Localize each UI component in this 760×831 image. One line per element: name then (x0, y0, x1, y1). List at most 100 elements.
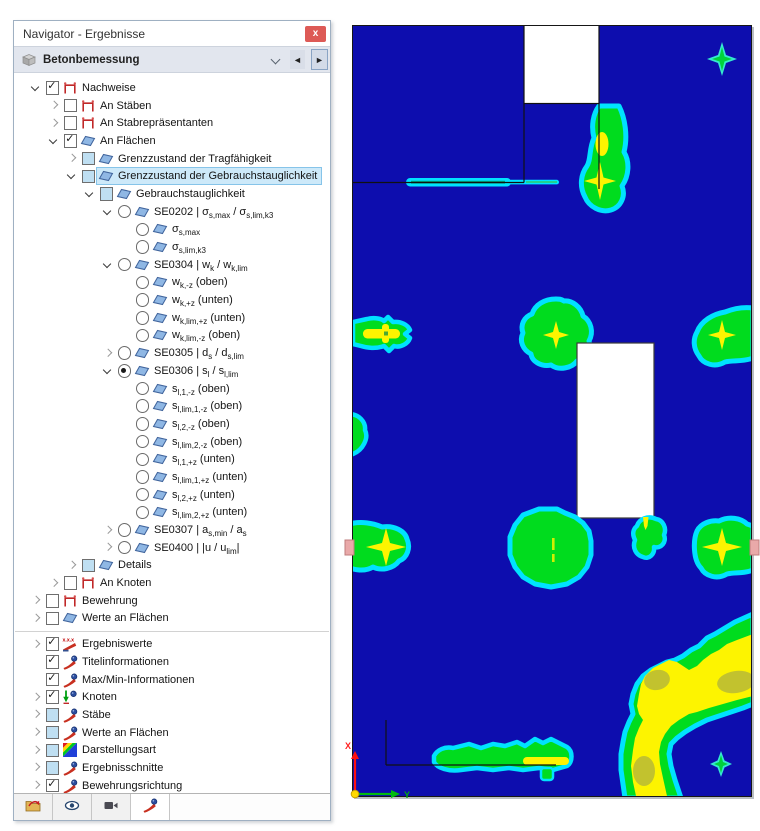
chevron-collapsed-icon[interactable] (28, 742, 44, 758)
tab-data-navigator[interactable] (14, 794, 53, 820)
chevron-expanded-icon[interactable] (28, 80, 44, 96)
chevron-collapsed-icon[interactable] (46, 98, 62, 114)
chevron-collapsed-icon[interactable] (28, 707, 44, 723)
tree-item-sl-lim-1-z-unten[interactable]: sl,lim,1,+z (unten) (14, 468, 330, 486)
panel-titlebar[interactable]: Navigator - Ergebnisse x (14, 21, 330, 46)
chevron-expanded-icon[interactable] (64, 168, 80, 184)
tree-item-se0304-wk-wk-lim[interactable]: SE0304 | wk / wk,lim (14, 256, 330, 274)
checkbox-checked[interactable] (44, 79, 61, 96)
chevron-collapsed-icon[interactable] (100, 540, 116, 556)
radio-unselected[interactable] (134, 398, 151, 414)
tree-item-se0305-ds-ds-lim[interactable]: SE0305 | ds / ds,lim (14, 344, 330, 362)
tree-item-knoten[interactable]: Knoten (14, 688, 330, 706)
tree-item-se0306-sl-sl-lim[interactable]: SE0306 | sl / sl,lim (14, 362, 330, 380)
tree-item-werte-an-flächen[interactable]: Werte an Flächen (14, 610, 330, 628)
tree-item-sl-2-z-oben[interactable]: sl,2,-z (oben) (14, 415, 330, 433)
chevron-down-icon[interactable] (268, 52, 284, 68)
tree-item-max-min-informationen[interactable]: Max/Min-Informationen (14, 671, 330, 689)
radio-unselected[interactable] (134, 381, 151, 397)
checkbox-partial[interactable] (98, 186, 115, 202)
tree-item-se0202-s-max-s-lim-k3[interactable]: SE0202 | σs,max / σs,lim,k3 (14, 203, 330, 221)
tab-views-navigator[interactable] (92, 794, 131, 820)
tree-item-s-lim-k3[interactable]: σs,lim,k3 (14, 238, 330, 256)
tree-item-sl-1-z-oben[interactable]: sl,1,-z (oben) (14, 380, 330, 398)
checkbox-unchecked[interactable] (62, 115, 79, 131)
tree-item-ergebniswerte[interactable]: x.x.x Ergebniswerte (14, 635, 330, 653)
chevron-collapsed-icon[interactable] (28, 760, 44, 776)
tree-item-titelinformationen[interactable]: Titelinformationen (14, 653, 330, 671)
checkbox-partial[interactable] (44, 707, 61, 723)
chevron-expanded-icon[interactable] (82, 186, 98, 202)
previous-case-button[interactable]: ◄ (290, 50, 305, 69)
checkbox-unchecked[interactable] (62, 98, 79, 114)
tree-item-s-max[interactable]: σs,max (14, 221, 330, 239)
tree-item-an-stäben[interactable]: An Stäben (14, 97, 330, 115)
checkbox-unchecked[interactable] (44, 610, 61, 626)
checkbox-checked[interactable] (44, 689, 61, 705)
tab-results-navigator[interactable] (131, 794, 170, 820)
radio-selected[interactable] (116, 363, 133, 379)
radio-unselected[interactable] (134, 292, 151, 308)
chevron-collapsed-icon[interactable] (46, 575, 62, 591)
chevron-expanded-icon[interactable] (100, 257, 116, 273)
checkbox-checked[interactable] (44, 653, 61, 670)
chevron-collapsed-icon[interactable] (28, 610, 44, 626)
radio-unselected[interactable] (116, 204, 133, 220)
tree-item-wk-z-unten[interactable]: wk,+z (unten) (14, 291, 330, 309)
chevron-collapsed-icon[interactable] (100, 522, 116, 538)
radio-unselected[interactable] (116, 540, 133, 556)
tree-item-ergebnisschnitte[interactable]: Ergebnisschnitte (14, 759, 330, 777)
tree-item-sl-lim-2-z-oben[interactable]: sl,lim,2,-z (oben) (14, 433, 330, 451)
tree-item-sl-2-z-unten[interactable]: sl,2,+z (unten) (14, 486, 330, 504)
tree-item-werte-an-flächen[interactable]: Werte an Flächen (14, 724, 330, 742)
chevron-collapsed-icon[interactable] (28, 778, 44, 793)
checkbox-checked[interactable] (44, 671, 61, 688)
checkbox-partial[interactable] (44, 742, 61, 758)
chevron-expanded-icon[interactable] (100, 204, 116, 220)
tree-item-sl-1-z-unten[interactable]: sl,1,+z (unten) (14, 450, 330, 468)
checkbox-unchecked[interactable] (62, 575, 79, 591)
tree-item-grenzzustand-der-tragfähigkeit[interactable]: Grenzzustand der Tragfähigkeit (14, 150, 330, 168)
radio-unselected[interactable] (134, 434, 151, 450)
chevron-collapsed-icon[interactable] (64, 557, 80, 573)
radio-unselected[interactable] (134, 504, 151, 520)
tree-item-details[interactable]: Details (14, 557, 330, 575)
radio-unselected[interactable] (134, 221, 151, 237)
radio-unselected[interactable] (134, 274, 151, 290)
close-icon[interactable]: x (305, 25, 326, 42)
tree-item-se0400-u-ulim[interactable]: SE0400 | |u / ulim| (14, 539, 330, 557)
checkbox-checked[interactable] (44, 777, 61, 793)
chevron-expanded-icon[interactable] (100, 363, 116, 379)
radio-unselected[interactable] (134, 469, 151, 485)
checkbox-partial[interactable] (80, 151, 97, 167)
contour-plot[interactable]: X Y (344, 25, 760, 800)
chevron-collapsed-icon[interactable] (100, 345, 116, 361)
tree-item-nachweise[interactable]: Nachweise (14, 79, 330, 97)
chevron-collapsed-icon[interactable] (28, 725, 44, 741)
radio-unselected[interactable] (134, 416, 151, 432)
checkbox-partial[interactable] (80, 557, 97, 573)
checkbox-unchecked[interactable] (44, 593, 61, 609)
radio-unselected[interactable] (134, 327, 151, 343)
chevron-collapsed-icon[interactable] (46, 115, 62, 131)
tree-item-an-stabrepräsentanten[interactable]: An Stabrepräsentanten (14, 114, 330, 132)
tree-item-darstellungsart[interactable]: Darstellungsart (14, 741, 330, 759)
checkbox-checked[interactable] (44, 635, 61, 652)
tree-item-sl-lim-1-z-oben[interactable]: sl,lim,1,-z (oben) (14, 397, 330, 415)
tree-item-wk-lim-z-unten[interactable]: wk,lim,+z (unten) (14, 309, 330, 327)
tree-item-an-knoten[interactable]: An Knoten (14, 574, 330, 592)
radio-unselected[interactable] (134, 239, 151, 255)
tab-display-navigator[interactable] (53, 794, 92, 820)
tree-item-an-flächen[interactable]: An Flächen (14, 132, 330, 150)
chevron-collapsed-icon[interactable] (64, 151, 80, 167)
checkbox-partial[interactable] (80, 168, 97, 184)
checkbox-checked[interactable] (62, 132, 79, 149)
chevron-collapsed-icon[interactable] (28, 593, 44, 609)
radio-unselected[interactable] (116, 522, 133, 538)
tree-item-wk-lim-z-oben[interactable]: wk,lim,-z (oben) (14, 327, 330, 345)
tree-item-gebrauchstauglichkeit[interactable]: Gebrauchstauglichkeit (14, 185, 330, 203)
radio-unselected[interactable] (134, 487, 151, 503)
checkbox-partial[interactable] (44, 760, 61, 776)
next-case-button[interactable]: ► (311, 49, 328, 70)
tree-item-bewehrung[interactable]: Bewehrung (14, 592, 330, 610)
